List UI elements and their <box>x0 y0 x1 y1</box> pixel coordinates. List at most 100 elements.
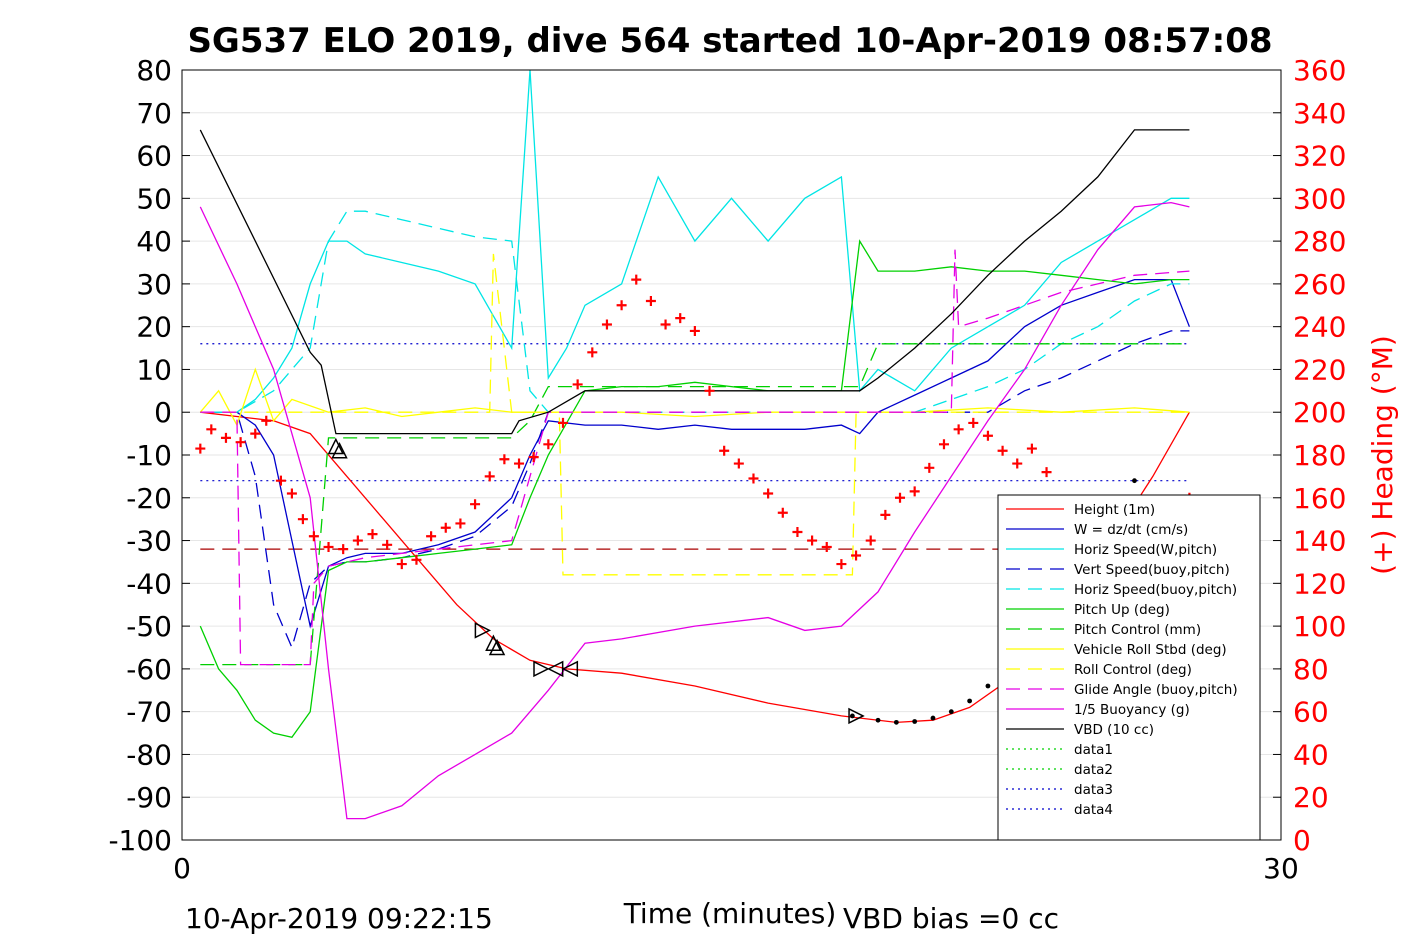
heading-point <box>220 432 231 443</box>
heading-point <box>1026 443 1037 454</box>
heading-point <box>297 514 308 525</box>
right-tick-label: 300 <box>1293 182 1346 215</box>
heading-point <box>865 535 876 546</box>
legend-label: data3 <box>1074 782 1113 798</box>
heading-point <box>748 473 759 484</box>
heading-point <box>235 437 246 448</box>
left-tick-label: 60 <box>136 140 172 173</box>
heading-point <box>261 415 272 426</box>
left-tick-label: 20 <box>136 311 172 344</box>
legend-label: Horiz Speed(buoy,pitch) <box>1074 582 1237 598</box>
track-dot <box>849 713 855 719</box>
series-line-pitch-up-deg- <box>199 239 1190 739</box>
series-line-horiz-speed-w-pitch- <box>200 69 1190 413</box>
heading-point <box>543 439 554 450</box>
heading-point <box>382 539 393 550</box>
heading-point <box>821 541 832 552</box>
heading-point <box>997 445 1008 456</box>
right-tick-label: 220 <box>1293 353 1346 386</box>
right-tick-label: 360 <box>1293 54 1346 87</box>
left-axis-ticks: 80 70 60 50 40 30 20 10 0 -10 -20 -30 -40 -50 -60 -70 -8… <box>108 54 190 857</box>
series-layer <box>199 69 1191 820</box>
heading-point <box>807 535 818 546</box>
triangle-marker <box>488 638 506 656</box>
left-tick-label: 10 <box>136 353 172 386</box>
legend-label: data4 <box>1074 802 1113 818</box>
legend-label: data2 <box>1074 762 1113 778</box>
triangle-marker <box>485 634 502 651</box>
heading-point <box>836 559 847 570</box>
footer-vbd-bias: VBD bias =0 cc <box>843 902 1059 935</box>
series-line-w-dz-dt-cm-s- <box>200 278 1191 629</box>
heading-point <box>352 535 363 546</box>
heading-point <box>514 458 525 469</box>
heading-point <box>440 522 451 533</box>
triangle-marker <box>474 622 492 639</box>
heading-point <box>426 531 437 542</box>
heading-point <box>645 296 656 306</box>
heading-point <box>719 445 730 456</box>
heading-point <box>499 454 510 465</box>
heading-points <box>195 274 1195 570</box>
right-tick-label: 80 <box>1293 653 1329 686</box>
right-tick-label: 280 <box>1293 225 1346 258</box>
heading-point <box>616 300 627 311</box>
right-tick-label: 40 <box>1293 738 1329 771</box>
left-tick-label: 80 <box>136 54 172 87</box>
glider-markers <box>327 437 865 725</box>
right-tick-label: 140 <box>1293 525 1346 558</box>
heading-point <box>792 527 803 537</box>
heading-point <box>631 274 642 285</box>
heading-point <box>411 554 422 565</box>
track-dot <box>985 683 991 689</box>
heading-point <box>895 492 906 503</box>
x-tick-label: 30 <box>1263 852 1299 885</box>
heading-point <box>968 417 979 428</box>
heading-point <box>675 313 686 324</box>
legend-label: Horiz Speed(W,pitch) <box>1074 542 1217 558</box>
legend-label: Roll Control (deg) <box>1074 662 1192 678</box>
right-tick-label: 120 <box>1293 567 1346 600</box>
series-line-vbd-10-cc- <box>199 129 1190 435</box>
legend-label: Height (1m) <box>1074 502 1155 518</box>
triangle-marker <box>848 707 865 725</box>
heading-point <box>308 531 319 542</box>
heading-point <box>1041 467 1052 478</box>
legend-label: VBD (10 cc) <box>1074 722 1154 738</box>
heading-point <box>880 509 891 520</box>
series-line-1-5-buoyancy-g- <box>199 201 1190 820</box>
heading-point <box>455 518 466 529</box>
legend-label: Vert Speed(buoy,pitch) <box>1074 562 1230 578</box>
heading-point <box>733 458 744 469</box>
right-axis-label: (+) Heading (°M) <box>1366 335 1399 575</box>
footer-timestamp: 10-Apr-2019 09:22:15 <box>185 902 493 935</box>
series-line-horiz-speed-buoy-pitch- <box>200 210 1190 413</box>
legend-label: Pitch Control (mm) <box>1074 622 1201 638</box>
right-tick-label: 320 <box>1293 140 1346 173</box>
left-tick-label: 30 <box>136 268 172 301</box>
legend-label: Glide Angle (buoy,pitch) <box>1074 682 1238 698</box>
right-tick-label: 160 <box>1293 482 1346 515</box>
right-tick-label: 240 <box>1293 311 1346 344</box>
legend-label: Vehicle Roll Stbd (deg) <box>1074 642 1227 658</box>
heading-point <box>323 541 334 552</box>
heading-point <box>924 462 935 473</box>
left-tick-label: -80 <box>126 738 172 771</box>
heading-point <box>250 428 261 439</box>
left-tick-label: -40 <box>126 567 172 600</box>
heading-point <box>338 544 349 555</box>
heading-point <box>660 319 671 330</box>
legend-label: data1 <box>1074 742 1113 758</box>
chart-title: SG537 ELO 2019, dive 564 started 10-Apr-… <box>187 21 1272 61</box>
right-tick-label: 20 <box>1293 781 1329 814</box>
left-tick-label: -100 <box>108 824 172 857</box>
left-tick-label: 40 <box>136 225 172 258</box>
left-tick-label: -10 <box>126 439 172 472</box>
series-line-roll-control-deg- <box>200 253 1190 576</box>
heading-point <box>557 417 568 428</box>
heading-point <box>470 499 481 510</box>
legend-box <box>997 494 1261 841</box>
heading-point <box>275 475 286 486</box>
heading-point <box>938 439 949 450</box>
